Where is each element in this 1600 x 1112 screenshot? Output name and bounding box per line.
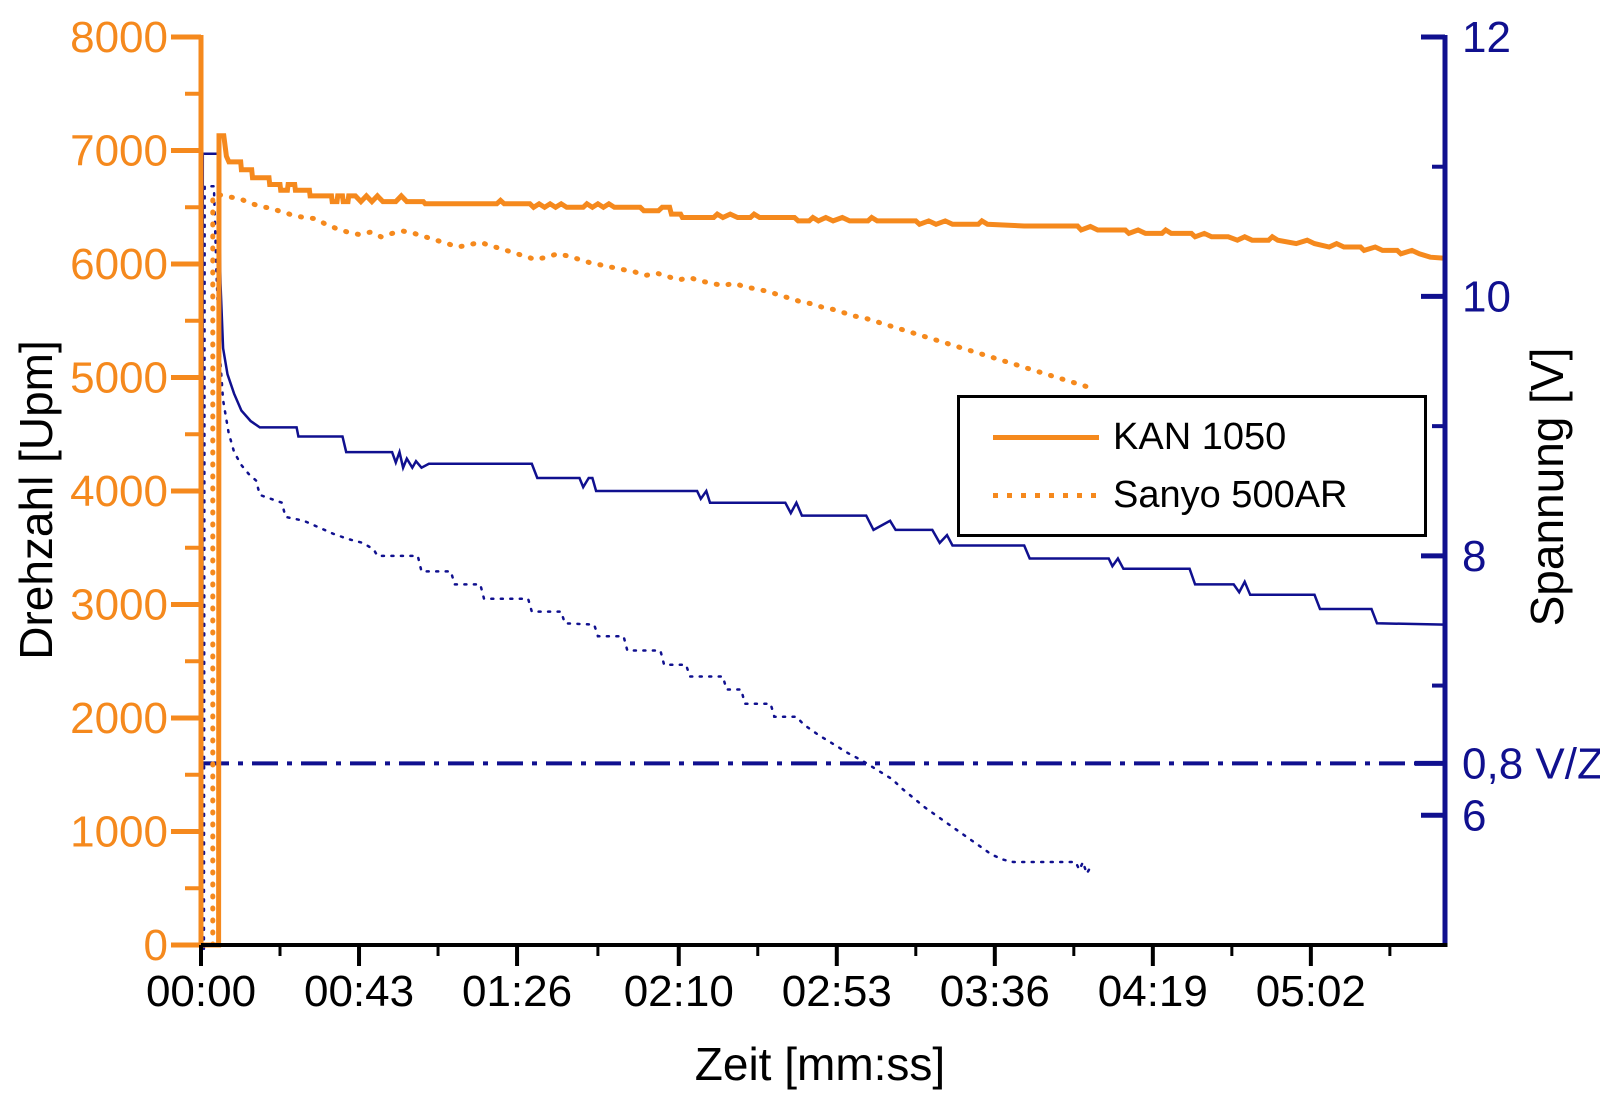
legend-dotted-line-sample [993, 492, 1099, 498]
x-axis-title: Zeit [mm:ss] [694, 1038, 946, 1090]
left-axis-tick-label: 1000 [70, 808, 168, 857]
legend-label-kan-1050: KAN 1050 [1113, 416, 1287, 458]
left-axis-tick-label: 2000 [70, 694, 168, 743]
legend-solid-line-sample [993, 434, 1099, 440]
right-axis-reference-label: 0,8 V/Z [1462, 739, 1600, 788]
right-axis-tick-label: 12 [1462, 13, 1511, 62]
x-axis-tick-label: 01:26 [462, 967, 572, 1016]
left-axis-title: Drehzahl [Upm] [10, 340, 62, 660]
series-sanyo-500ar-spannung [202, 184, 1092, 951]
x-axis-tick-label: 02:10 [624, 967, 734, 1016]
x-axis-tick-label: 02:53 [782, 967, 892, 1016]
x-axis-tick-label: 00:43 [304, 967, 414, 1016]
left-axis-tick-label: 8000 [70, 13, 168, 62]
right-axis-title: Spannung [V] [1521, 347, 1573, 627]
left-axis-tick-label: 7000 [70, 127, 168, 176]
legend-label-sanyo-500ar: Sanyo 500AR [1113, 474, 1348, 516]
series-kan-1050-drehzahl [201, 133, 1446, 948]
left-axis-tick-label: 0 [144, 921, 168, 970]
x-axis-tick-label: 05:02 [1256, 967, 1366, 1016]
series-kan-1050-spannung [200, 152, 1446, 949]
left-axis-tick-label: 4000 [70, 467, 168, 516]
left-axis-tick-label: 3000 [70, 581, 168, 630]
right-axis-tick-label: 6 [1462, 791, 1486, 840]
x-axis-tick-label: 04:19 [1098, 967, 1208, 1016]
right-axis-tick-label: 10 [1462, 272, 1511, 321]
left-axis-tick-label: 5000 [70, 354, 168, 403]
x-axis-tick-label: 00:00 [146, 967, 256, 1016]
legend-entry-sanyo-500ar: Sanyo 500AR [993, 476, 1424, 514]
legend: KAN 1050 Sanyo 500AR [957, 395, 1427, 537]
right-axis-tick-label: 8 [1462, 532, 1486, 581]
series-sanyo-500ar-drehzahl [210, 192, 1090, 948]
left-axis-tick-label: 6000 [70, 240, 168, 289]
x-axis-tick-label: 03:36 [940, 967, 1050, 1016]
legend-entry-kan-1050: KAN 1050 [993, 418, 1424, 456]
